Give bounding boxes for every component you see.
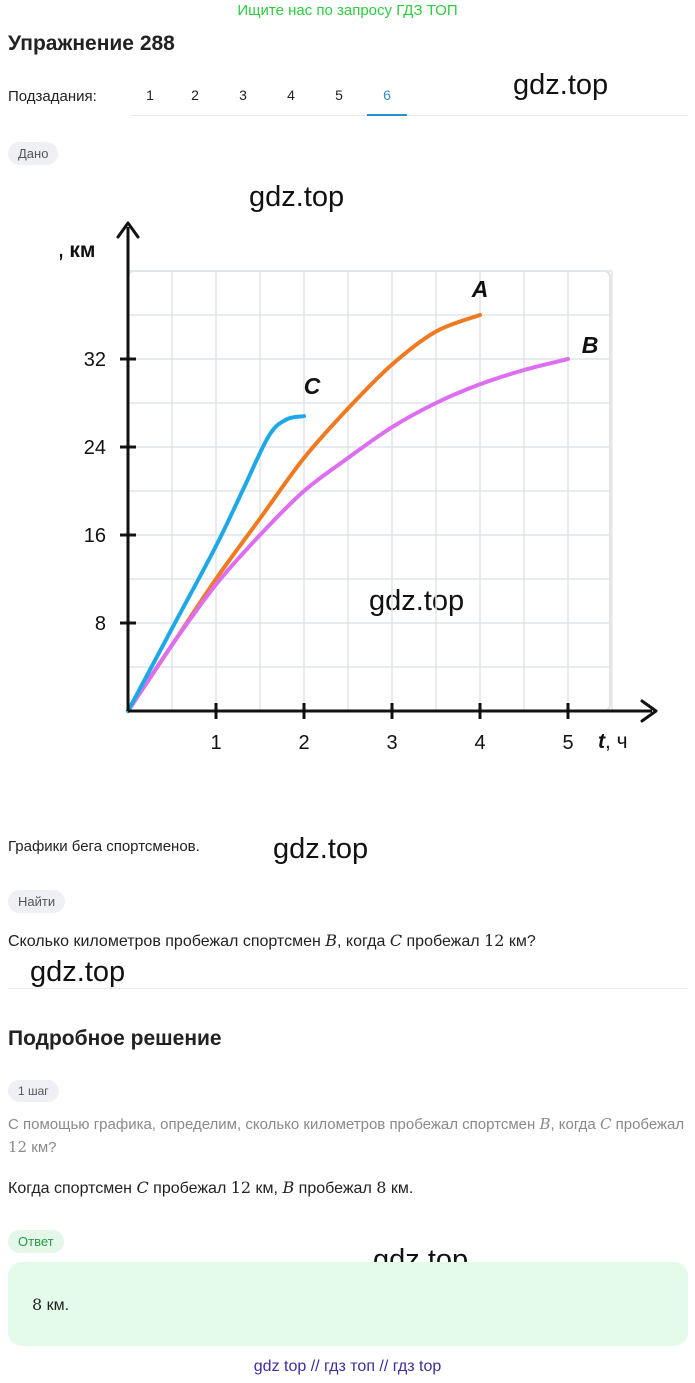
step-badge: 1 шаг bbox=[8, 1080, 59, 1102]
find-question-text: пробежал bbox=[406, 933, 480, 950]
x-axis-arrow bbox=[640, 699, 658, 723]
step-text-part: пробежал bbox=[615, 1116, 685, 1133]
step-text-part: км? bbox=[31, 1139, 57, 1156]
chart-labels: A B C bbox=[304, 276, 599, 399]
y-tick-label: 16 bbox=[84, 525, 106, 547]
var-b: B bbox=[539, 1115, 551, 1133]
chart-series bbox=[126, 313, 570, 713]
chart-axes bbox=[116, 221, 658, 723]
chart-ticks: 1 2 3 4 5 8 16 24 32 bbox=[84, 349, 574, 754]
result-text: Когда спортсмен bbox=[8, 1180, 133, 1197]
step-text-part: , когда bbox=[550, 1116, 596, 1133]
find-question-text: Сколько километров пробежал спортсмен bbox=[8, 933, 321, 950]
subtask-tabs: 1 2 3 4 5 6 bbox=[130, 75, 688, 116]
watermark: gdz.top bbox=[30, 956, 126, 988]
series-label-c: C bbox=[304, 373, 321, 399]
watermark: gdz.top bbox=[249, 181, 345, 213]
var-c: C bbox=[136, 1178, 149, 1197]
result-text: пробежал bbox=[298, 1180, 372, 1197]
y-axis-arrow bbox=[116, 221, 140, 239]
series-line-b bbox=[126, 357, 570, 713]
step-result: Когда спортсмен C пробежал 12 км, B проб… bbox=[8, 1178, 413, 1198]
answer-unit: км. bbox=[46, 1297, 70, 1314]
subtasks-label: Подзадания: bbox=[8, 88, 97, 105]
y-axis-label: s, км bbox=[60, 239, 95, 262]
find-question-text: , когда bbox=[337, 933, 386, 950]
y-tick-label: 24 bbox=[84, 437, 106, 459]
watermark: gdz.top bbox=[513, 69, 609, 101]
x-tick-label: 1 bbox=[210, 732, 221, 754]
subtask-tab-5[interactable]: 5 bbox=[335, 87, 343, 103]
answer-text: 8 км. bbox=[32, 1295, 69, 1315]
subtask-tab-2[interactable]: 2 bbox=[191, 87, 199, 103]
result-text: пробежал bbox=[153, 1180, 227, 1197]
answer-number: 8 bbox=[32, 1295, 43, 1314]
number: 8 bbox=[376, 1178, 387, 1197]
number: 12 bbox=[230, 1178, 252, 1197]
y-tick-label: 32 bbox=[84, 349, 106, 371]
x-axis-var: t bbox=[598, 730, 606, 753]
subtask-tab-3[interactable]: 3 bbox=[239, 87, 247, 103]
solution-title: Подробное решение bbox=[8, 1027, 222, 1050]
var-c: C bbox=[389, 931, 403, 950]
var-c: C bbox=[599, 1115, 612, 1133]
number: 12 bbox=[484, 931, 505, 950]
given-badge: Дано bbox=[8, 142, 59, 165]
promo-banner[interactable]: Ищите нас по запросу ГДЗ ТОП bbox=[237, 2, 458, 19]
given-caption: Графики бега спортсменов. bbox=[8, 838, 200, 855]
footer-links[interactable]: gdz top // гдз топ // гдз top bbox=[253, 1358, 442, 1375]
watermark: gdz.top bbox=[273, 833, 369, 865]
number: 12 bbox=[8, 1138, 28, 1156]
find-question-text: км? bbox=[508, 933, 536, 950]
var-b: B bbox=[282, 1178, 295, 1197]
find-badge: Найти bbox=[8, 890, 66, 913]
x-tick-label: 4 bbox=[474, 732, 485, 754]
y-tick-label: 8 bbox=[95, 613, 106, 635]
chart-grid bbox=[128, 270, 613, 711]
x-tick-label: 5 bbox=[562, 732, 573, 754]
watermark: gdz.top bbox=[369, 585, 465, 617]
answer-box bbox=[8, 1262, 688, 1346]
result-text: км, bbox=[255, 1180, 278, 1197]
x-tick-label: 2 bbox=[298, 732, 309, 754]
answer-badge: Ответ bbox=[8, 1230, 64, 1253]
subtask-tab-1[interactable]: 1 bbox=[146, 87, 154, 103]
result-text: км. bbox=[390, 1180, 414, 1197]
chart: 1 2 3 4 5 8 16 24 32 A B C s, км t, ч bbox=[60, 221, 658, 754]
x-axis-label: t, ч bbox=[598, 730, 628, 753]
y-axis-unit: , км bbox=[60, 239, 95, 262]
series-label-a: A bbox=[471, 276, 489, 302]
var-b: B bbox=[325, 931, 338, 950]
divider bbox=[8, 988, 688, 989]
series-label-b: B bbox=[582, 332, 599, 358]
find-question: Сколько километров пробежал спортсмен B,… bbox=[8, 931, 536, 951]
step-text: С помощью графика, определим, сколько ки… bbox=[8, 1113, 688, 1159]
series-line-c bbox=[126, 414, 306, 713]
x-tick-label: 3 bbox=[386, 732, 397, 754]
step-text-part: С помощью графика, определим, сколько ки… bbox=[8, 1116, 536, 1133]
x-axis-unit: , ч bbox=[605, 730, 628, 753]
page-title: Упражнение 288 bbox=[8, 32, 175, 55]
subtask-tab-4[interactable]: 4 bbox=[287, 87, 295, 103]
subtask-tab-6[interactable]: 6 bbox=[367, 75, 407, 116]
